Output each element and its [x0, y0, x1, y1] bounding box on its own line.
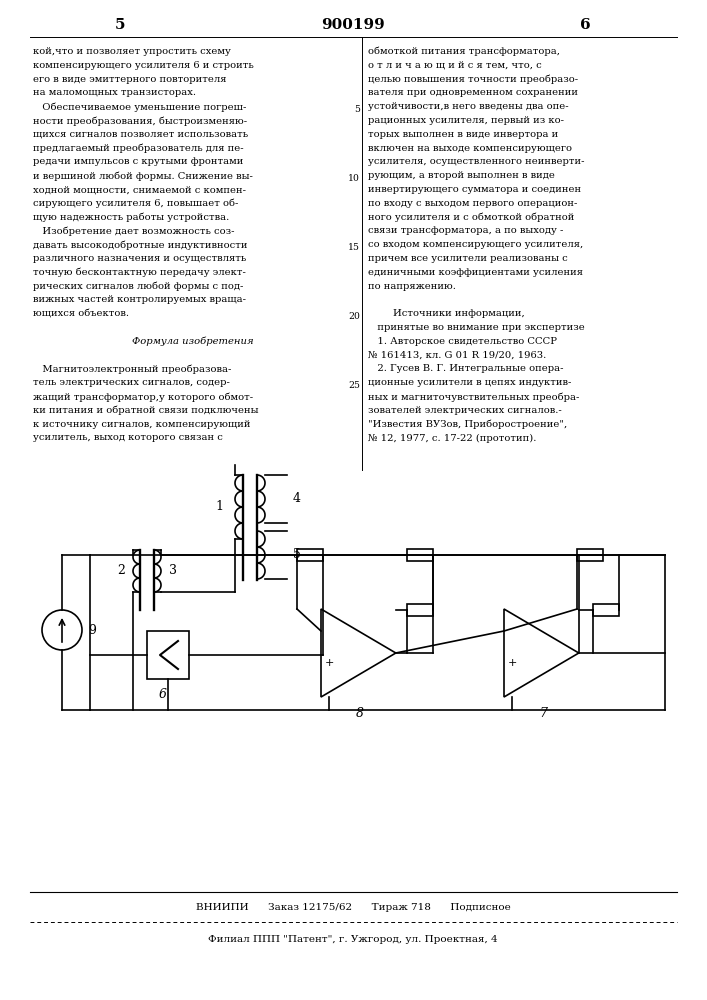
Text: 1: 1	[215, 500, 223, 514]
Text: точную бесконтактную передачу элект-: точную бесконтактную передачу элект-	[33, 268, 246, 277]
Bar	[407, 604, 433, 616]
Text: к источнику сигналов, компенсирующий: к источнику сигналов, компенсирующий	[33, 420, 250, 429]
Bar	[577, 549, 603, 561]
Bar	[593, 604, 619, 616]
Text: ционные усилители в цепях индуктив-: ционные усилители в цепях индуктив-	[368, 378, 571, 387]
Text: принятые во внимание при экспертизе: принятые во внимание при экспертизе	[368, 323, 585, 332]
Text: по входу с выходом первого операцион-: по входу с выходом первого операцион-	[368, 199, 578, 208]
Text: зователей электрических сигналов.-: зователей электрических сигналов.-	[368, 406, 562, 415]
Text: его в виде эмиттерного повторителя: его в виде эмиттерного повторителя	[33, 75, 226, 84]
Text: вателя при одновременном сохранении: вателя при одновременном сохранении	[368, 88, 578, 97]
Text: щую надежность работы устройства.: щую надежность работы устройства.	[33, 213, 229, 222]
Text: 7: 7	[539, 707, 547, 720]
Text: щихся сигналов позволяет использовать: щихся сигналов позволяет использовать	[33, 130, 248, 139]
Text: 2: 2	[117, 564, 125, 578]
Text: обмоткой питания трансформатора,: обмоткой питания трансформатора,	[368, 47, 560, 56]
Text: 4: 4	[293, 492, 301, 506]
Text: 3: 3	[169, 564, 177, 578]
Text: рических сигналов любой формы с под-: рических сигналов любой формы с под-	[33, 282, 243, 291]
Text: на маломощных транзисторах.: на маломощных транзисторах.	[33, 88, 196, 97]
Text: усилителя, осуществленного неинверти-: усилителя, осуществленного неинверти-	[368, 157, 585, 166]
Text: целью повышения точности преобразо-: целью повышения точности преобразо-	[368, 75, 578, 84]
Text: 20: 20	[348, 312, 360, 321]
Bar	[407, 549, 433, 561]
Text: 2. Гусев В. Г. Интегральные опера-: 2. Гусев В. Г. Интегральные опера-	[368, 364, 563, 373]
Text: Изобретение дает возможность соз-: Изобретение дает возможность соз-	[33, 226, 235, 236]
Text: +: +	[325, 658, 334, 668]
Text: тель электрических сигналов, содер-: тель электрических сигналов, содер-	[33, 378, 230, 387]
Text: рационных усилителя, первый из ко-: рационных усилителя, первый из ко-	[368, 116, 564, 125]
Text: 9: 9	[88, 624, 96, 637]
Text: со входом компенсирующего усилителя,: со входом компенсирующего усилителя,	[368, 240, 583, 249]
Text: Формула изобретения: Формула изобретения	[132, 337, 254, 346]
Bar	[297, 549, 323, 561]
Text: компенсирующего усилителя 6 и строить: компенсирующего усилителя 6 и строить	[33, 61, 254, 70]
Text: кой,что и позволяет упростить схему: кой,что и позволяет упростить схему	[33, 47, 231, 56]
Text: 15: 15	[348, 243, 360, 252]
Text: устойчивости,в него введены два опе-: устойчивости,в него введены два опе-	[368, 102, 568, 111]
Text: рующим, а второй выполнен в виде: рующим, а второй выполнен в виде	[368, 171, 555, 180]
Text: Магнитоэлектронный преобразова-: Магнитоэлектронный преобразова-	[33, 364, 231, 374]
Text: ных и магниточувствительных преобра-: ных и магниточувствительных преобра-	[368, 392, 579, 401]
Text: 8: 8	[356, 707, 364, 720]
Text: 900199: 900199	[321, 18, 385, 32]
Text: 6: 6	[159, 688, 167, 701]
Text: инвертирующего сумматора и соединен: инвертирующего сумматора и соединен	[368, 185, 581, 194]
Text: "Известия ВУЗов, Приборостроение",: "Известия ВУЗов, Приборостроение",	[368, 420, 567, 429]
Text: Обеспечиваемое уменьшение погреш-: Обеспечиваемое уменьшение погреш-	[33, 102, 246, 112]
Text: 5: 5	[354, 105, 360, 114]
Text: связи трансформатора, а по выходу -: связи трансформатора, а по выходу -	[368, 226, 563, 235]
Text: 5: 5	[115, 18, 125, 32]
Text: ности преобразования, быстроизменяю-: ности преобразования, быстроизменяю-	[33, 116, 247, 125]
Text: торых выполнен в виде инвертора и: торых выполнен в виде инвертора и	[368, 130, 559, 139]
Text: 6: 6	[580, 18, 590, 32]
Text: 25: 25	[348, 381, 360, 390]
Text: усилитель, выход которого связан с: усилитель, выход которого связан с	[33, 433, 223, 442]
Text: жащий трансформатор,у которого обмот-: жащий трансформатор,у которого обмот-	[33, 392, 253, 401]
Text: сирующего усилителя 6, повышает об-: сирующего усилителя 6, повышает об-	[33, 199, 238, 208]
Text: ного усилителя и с обмоткой обратной: ного усилителя и с обмоткой обратной	[368, 213, 574, 222]
Text: давать высокодобротные индуктивности: давать высокодобротные индуктивности	[33, 240, 247, 250]
Text: причем все усилители реализованы с: причем все усилители реализованы с	[368, 254, 568, 263]
Text: ки питания и обратной связи подключены: ки питания и обратной связи подключены	[33, 406, 259, 415]
Text: различного назначения и осуществлять: различного назначения и осуществлять	[33, 254, 246, 263]
Text: Филиал ППП "Патент", г. Ужгород, ул. Проектная, 4: Филиал ППП "Патент", г. Ужгород, ул. Про…	[208, 936, 498, 944]
Text: предлагаемый преобразователь для пе-: предлагаемый преобразователь для пе-	[33, 144, 244, 153]
Bar	[147, 631, 189, 679]
Text: 10: 10	[348, 174, 360, 183]
Text: включен на выходе компенсирующего: включен на выходе компенсирующего	[368, 144, 572, 153]
Text: 5: 5	[293, 548, 301, 562]
Text: № 12, 1977, с. 17-22 (прототип).: № 12, 1977, с. 17-22 (прототип).	[368, 433, 537, 443]
Text: ющихся объектов.: ющихся объектов.	[33, 309, 129, 318]
Text: и вершиной любой формы. Снижение вы-: и вершиной любой формы. Снижение вы-	[33, 171, 253, 181]
Text: 1. Авторское свидетельство СССР: 1. Авторское свидетельство СССР	[368, 337, 557, 346]
Text: ходной мощности, снимаемой с компен-: ходной мощности, снимаемой с компен-	[33, 185, 246, 194]
Text: единичными коэффициентами усиления: единичными коэффициентами усиления	[368, 268, 583, 277]
Text: вижных частей контролируемых враща-: вижных частей контролируемых враща-	[33, 295, 246, 304]
Text: +: +	[508, 658, 517, 668]
Text: Источники информации,: Источники информации,	[368, 309, 525, 318]
Text: по напряжению.: по напряжению.	[368, 282, 456, 291]
Text: ВНИИПИ      Заказ 12175/62      Тираж 718      Подписное: ВНИИПИ Заказ 12175/62 Тираж 718 Подписно…	[196, 902, 510, 912]
Text: № 161413, кл. G 01 R 19/20, 1963.: № 161413, кл. G 01 R 19/20, 1963.	[368, 351, 547, 360]
Text: редачи импульсов с крутыми фронтами: редачи импульсов с крутыми фронтами	[33, 157, 243, 166]
Text: о т л и ч а ю щ и й с я тем, что, с: о т л и ч а ю щ и й с я тем, что, с	[368, 61, 542, 70]
